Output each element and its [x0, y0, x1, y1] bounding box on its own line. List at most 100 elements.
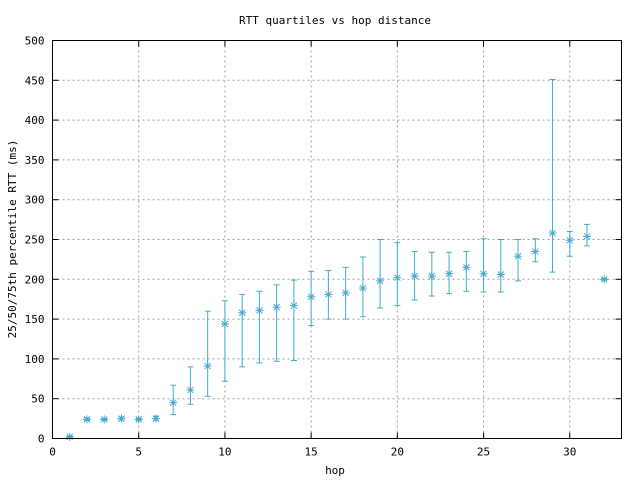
- marker-stroke: [221, 320, 229, 328]
- marker-stroke: [152, 415, 160, 422]
- x-tick-label: 5: [135, 446, 142, 459]
- error-bar: [187, 366, 194, 405]
- median-marker: [393, 273, 402, 282]
- marker-stroke: [376, 277, 384, 285]
- median-marker: [341, 288, 350, 297]
- chart-title: RTT quartiles vs hop distance: [239, 14, 431, 27]
- median-marker: [358, 284, 367, 293]
- error-bar: [204, 310, 211, 397]
- x-tick-label: 0: [49, 446, 56, 459]
- marker-stroke: [462, 264, 470, 271]
- marker-stroke: [83, 416, 91, 423]
- median-marker: [376, 276, 385, 285]
- x-tick-label: 20: [391, 446, 404, 459]
- marker-stroke: [549, 229, 556, 237]
- marker-stroke: [204, 362, 212, 370]
- median-marker: [445, 269, 454, 278]
- marker-stroke: [445, 270, 453, 278]
- median-marker: [186, 385, 195, 394]
- marker-stroke: [290, 302, 298, 309]
- plot-frame: [52, 40, 622, 439]
- y-tick-label: 450: [25, 74, 45, 87]
- marker-stroke: [359, 284, 367, 292]
- median-marker: [427, 272, 436, 281]
- median-marker: [514, 252, 523, 261]
- error-bar: [377, 239, 384, 309]
- median-marker: [220, 319, 229, 328]
- median-marker: [238, 308, 247, 317]
- marker-stroke: [480, 270, 487, 278]
- median-marker: [462, 263, 471, 272]
- median-marker: [82, 415, 91, 424]
- marker-stroke: [428, 272, 436, 280]
- error-bar: [290, 279, 297, 361]
- marker-stroke: [135, 416, 143, 423]
- error-bar: [549, 79, 556, 273]
- marker-stroke: [600, 275, 608, 283]
- median-marker: [169, 398, 178, 407]
- tick-labels: 0 50 100 150 200 250 300 350 400 450 500 0 5 10 15 20 25…: [25, 35, 577, 459]
- y-tick-label: 100: [25, 353, 45, 366]
- marker-stroke: [187, 386, 194, 394]
- median-marker: [496, 270, 505, 279]
- median-marker: [151, 414, 160, 423]
- median-marker: [307, 292, 316, 301]
- error-bar: [256, 290, 263, 364]
- median-markers: [65, 229, 609, 441]
- median-marker: [100, 415, 109, 424]
- marker-stroke: [514, 252, 522, 260]
- marker-stroke: [583, 232, 591, 240]
- median-marker: [600, 275, 609, 284]
- y-tick-label: 50: [31, 393, 44, 406]
- error-bar: [480, 238, 487, 293]
- y-tick-label: 200: [25, 273, 45, 286]
- marker-stroke: [100, 416, 108, 423]
- median-marker: [565, 236, 574, 245]
- error-bar: [273, 284, 280, 362]
- y-tick-label: 250: [25, 234, 45, 247]
- marker-stroke: [118, 415, 125, 422]
- y-tick-label: 400: [25, 114, 45, 127]
- median-marker: [324, 290, 333, 299]
- median-marker: [583, 232, 592, 241]
- y-tick-label: 0: [38, 433, 45, 446]
- marker-stroke: [342, 289, 349, 297]
- y-tick-label: 150: [25, 313, 45, 326]
- marker-stroke: [325, 291, 332, 298]
- marker-stroke: [566, 236, 574, 244]
- median-marker: [272, 303, 281, 312]
- median-marker: [531, 247, 540, 256]
- x-tick-label: 10: [218, 446, 231, 459]
- marker-stroke: [497, 271, 505, 278]
- x-axis-label: hop: [325, 464, 345, 477]
- x-tick-label: 15: [305, 446, 318, 459]
- marker-stroke: [411, 272, 418, 280]
- median-marker: [410, 272, 419, 281]
- x-tick-label: 25: [477, 446, 490, 459]
- marker-stroke: [238, 309, 246, 317]
- median-marker: [289, 301, 298, 310]
- error-bar: [497, 239, 504, 293]
- median-marker: [255, 306, 264, 315]
- median-marker: [65, 432, 74, 441]
- y-axis-label: 25/50/75th percentile RTT (ms): [6, 140, 19, 339]
- marker-stroke: [169, 399, 177, 407]
- error-bar: [239, 293, 246, 368]
- axis-ticks: [52, 40, 622, 439]
- y-tick-label: 300: [25, 194, 45, 207]
- median-marker: [548, 229, 557, 238]
- marker-stroke: [393, 274, 401, 282]
- marker-stroke: [256, 306, 263, 314]
- median-marker: [479, 269, 488, 278]
- marker-stroke: [273, 303, 281, 311]
- median-marker: [117, 414, 126, 423]
- x-tick-label: 30: [563, 446, 576, 459]
- marker-stroke: [307, 293, 315, 301]
- error-bar: [221, 300, 228, 382]
- median-marker: [134, 415, 143, 424]
- y-tick-label: 350: [25, 154, 45, 167]
- y-tick-label: 500: [25, 35, 45, 48]
- marker-stroke: [531, 248, 539, 255]
- median-marker: [203, 362, 212, 371]
